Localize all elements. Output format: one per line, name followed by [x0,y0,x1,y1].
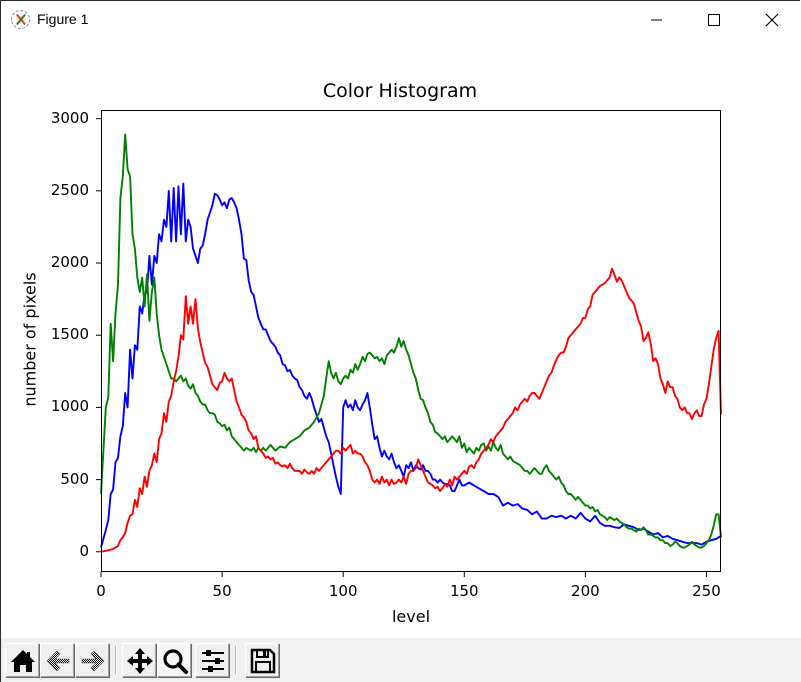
back-button[interactable] [40,643,74,677]
x-tick-label: 0 [96,582,106,600]
arrow-left-icon [46,650,70,672]
title-bar[interactable]: Figure 1 [1,1,801,39]
series-line-g [100,133,722,549]
toolbar-separator [115,646,117,674]
y-tick-label: 1500 [50,325,89,344]
navigation-toolbar [1,638,801,682]
move-icon [127,648,153,674]
chart-title: Color Histogram [322,80,478,102]
floppy-disk-icon [250,648,276,674]
x-tick-label: 250 [692,582,721,600]
home-button[interactable] [5,643,39,677]
y-axis-label: number of pixels [20,272,40,407]
minimize-icon [651,19,662,21]
x-tick-label: 50 [212,582,232,600]
histogram-plot [96,118,722,577]
x-tick-label: 150 [449,582,479,600]
y-tick-label: 500 [60,469,89,488]
configure-subplots-button[interactable] [195,643,229,677]
x-axis-label: level [391,607,431,626]
save-button[interactable] [245,643,279,677]
magnifier-icon [163,649,188,674]
y-tick-label: 0 [79,541,89,560]
matplotlib-app-icon [11,10,30,29]
axes-frame [101,110,721,572]
y-tick-label: 3000 [50,108,89,127]
forward-button[interactable] [75,643,109,677]
y-tick-label: 2500 [50,180,89,199]
sliders-icon [202,650,224,672]
toolbar-separator [235,646,237,674]
series-line-r [100,267,722,553]
x-tick-label: 100 [328,582,358,600]
arrow-right-icon [81,650,105,672]
pan-button[interactable] [122,643,156,677]
maximize-button[interactable] [690,1,736,39]
y-tick-label: 2000 [50,253,89,272]
zoom-button[interactable] [157,643,191,677]
home-icon [11,650,35,672]
x-tick-label: 200 [571,582,600,600]
window-title: Figure 1 [37,11,89,27]
series-line-b [100,182,722,548]
close-button[interactable] [748,1,794,39]
minimize-button[interactable] [633,1,679,39]
y-tick-label: 1000 [50,397,89,416]
maximize-icon [708,14,720,26]
close-icon [765,13,778,27]
